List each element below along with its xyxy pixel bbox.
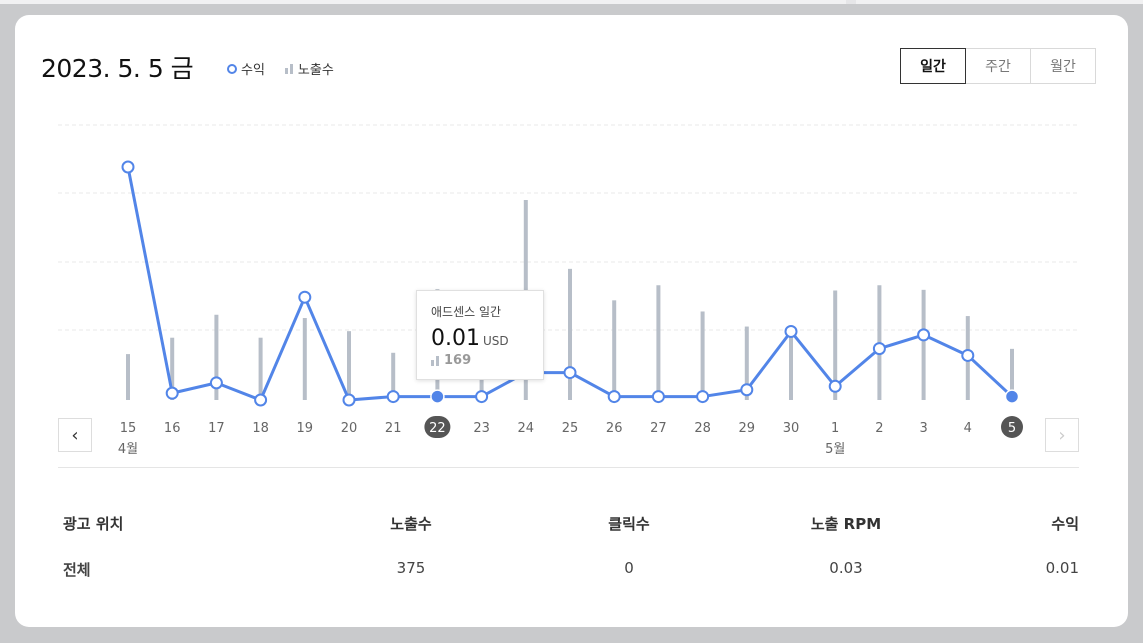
impressions-bar bbox=[258, 337, 263, 400]
tooltip-unit: USD bbox=[482, 334, 509, 348]
impressions-bar bbox=[700, 311, 705, 400]
x-tick-label: 23 bbox=[473, 421, 490, 436]
impressions-bar bbox=[214, 314, 219, 400]
cell-revenue: 0.01 bbox=[1045, 559, 1079, 577]
cell-rpm: 0.03 bbox=[829, 559, 863, 577]
impressions-bar bbox=[921, 289, 926, 400]
impressions-bar bbox=[347, 331, 351, 400]
cell-impressions: 375 bbox=[396, 559, 426, 577]
divider bbox=[58, 467, 1079, 468]
impressions-bar bbox=[656, 285, 661, 400]
revenue-chart: 15 16 17 18 19 20 21 22 23 24 25 26 27 28 29 30 1 2 3 4 54월 5… bbox=[58, 124, 1079, 457]
revenue-point bbox=[254, 393, 268, 407]
impressions-bar bbox=[126, 354, 130, 400]
x-tick-label: 20 bbox=[341, 421, 358, 436]
impressions-bar bbox=[744, 326, 749, 400]
revenue-point bbox=[165, 386, 179, 400]
revenue-point bbox=[607, 390, 621, 404]
x-tick-label: 29 bbox=[739, 421, 756, 436]
x-tick-label: 3 bbox=[919, 421, 927, 436]
col-impressions: 노출수 bbox=[390, 515, 432, 533]
tab-monthly[interactable]: 월간 bbox=[1030, 48, 1096, 84]
revenue-point bbox=[872, 342, 886, 356]
revenue-point bbox=[563, 366, 577, 380]
summary-table: 광고 위치 노출수 클릭수 노출 RPM 수익 전체 375 0 0.03 0.… bbox=[63, 513, 1079, 605]
x-tick-label: 19 bbox=[297, 421, 314, 436]
table-header-row: 광고 위치 노출수 클릭수 노출 RPM 수익 bbox=[63, 513, 1079, 559]
impressions-bar bbox=[612, 300, 617, 400]
impressions-bar bbox=[789, 334, 793, 400]
x-tick-label: 22 bbox=[429, 421, 446, 436]
revenue-point bbox=[917, 328, 931, 342]
x-tick-label: 26 bbox=[606, 421, 623, 436]
tooltip-title: 애드센스 일간 bbox=[431, 305, 502, 319]
revenue-point bbox=[298, 290, 312, 304]
top-strip bbox=[0, 0, 1143, 4]
x-tick-label: 27 bbox=[650, 421, 667, 436]
tab-weekly[interactable]: 주간 bbox=[965, 48, 1031, 84]
col-rpm: 노출 RPM bbox=[810, 515, 882, 533]
tick-highlight bbox=[424, 416, 451, 438]
next-button[interactable]: › bbox=[1045, 418, 1079, 452]
revenue-point bbox=[651, 390, 665, 404]
x-tick-label: 16 bbox=[164, 421, 181, 436]
tick-highlight bbox=[1001, 416, 1023, 438]
tooltip-impressions: 169 bbox=[444, 353, 472, 368]
revenue-point bbox=[696, 390, 710, 404]
x-tick-label: 28 bbox=[694, 421, 711, 436]
revenue-point bbox=[430, 389, 445, 404]
revenue-point bbox=[1004, 389, 1020, 404]
revenue-point bbox=[121, 160, 135, 174]
report-date: 2023. 5. 5 금 bbox=[41, 54, 194, 83]
impressions-icon bbox=[431, 355, 439, 366]
revenue-point bbox=[740, 383, 754, 397]
chevron-right-icon: › bbox=[1058, 424, 1066, 446]
chevron-left-icon: ‹ bbox=[71, 424, 79, 446]
impressions-legend-icon bbox=[284, 63, 293, 74]
revenue-point bbox=[828, 379, 842, 393]
x-tick-label: 5 bbox=[1008, 421, 1016, 436]
impressions-bar bbox=[170, 337, 175, 400]
x-tick-label: 17 bbox=[208, 421, 225, 436]
x-tick-label: 24 bbox=[518, 421, 535, 436]
prev-button[interactable]: ‹ bbox=[58, 418, 92, 452]
tooltip-value: 0.01 bbox=[431, 326, 480, 351]
x-tick-label: 4 bbox=[964, 421, 972, 436]
impressions-bar bbox=[568, 268, 572, 400]
x-tick-label: 2 bbox=[875, 421, 883, 436]
x-tick-label: 15 bbox=[120, 421, 137, 436]
revenue-point bbox=[386, 390, 400, 404]
x-tick-label: 1 bbox=[831, 421, 839, 436]
x-tick-label: 21 bbox=[385, 421, 402, 436]
cell-clicks: 0 bbox=[624, 559, 634, 577]
chart-tooltip: 애드센스 일간 0.01 USD 169 bbox=[416, 290, 544, 380]
tab-daily[interactable]: 일간 bbox=[900, 48, 966, 84]
x-tick-label: 30 bbox=[783, 421, 800, 436]
period-toggle: 일간 주간 월간 bbox=[900, 48, 1096, 84]
table-row: 전체 375 0 0.03 0.01 bbox=[63, 559, 1079, 605]
col-revenue: 수익 bbox=[1051, 515, 1079, 533]
legend-impressions-label: 노출수 bbox=[297, 63, 334, 78]
x-tick-label: 25 bbox=[562, 421, 579, 436]
x-tick-label: 18 bbox=[252, 421, 269, 436]
month-label: 4월 bbox=[118, 442, 138, 457]
revenue-point bbox=[209, 376, 223, 390]
month-label: 5월 bbox=[825, 442, 845, 457]
revenue-point bbox=[784, 324, 798, 338]
chart-legend: 수익 노출수 bbox=[227, 59, 334, 78]
impressions-bar bbox=[833, 290, 838, 400]
impressions-bar bbox=[302, 318, 307, 400]
revenue-legend-icon bbox=[227, 63, 237, 74]
revenue-point bbox=[475, 390, 489, 404]
revenue-point bbox=[961, 348, 975, 362]
report-card: 2023. 5. 5 금 수익 노출수 일간 주간 월간 15 16 17 18 19 2… bbox=[15, 15, 1128, 627]
col-ad-position: 광고 위치 bbox=[63, 515, 124, 533]
revenue-point bbox=[342, 393, 356, 407]
impressions-bar bbox=[1010, 348, 1014, 400]
cell-ad-position: 전체 bbox=[63, 561, 91, 579]
impressions-bar bbox=[391, 352, 396, 400]
impressions-bar bbox=[479, 363, 484, 400]
col-clicks: 클릭수 bbox=[608, 515, 650, 533]
legend-revenue-label: 수익 bbox=[241, 63, 265, 78]
